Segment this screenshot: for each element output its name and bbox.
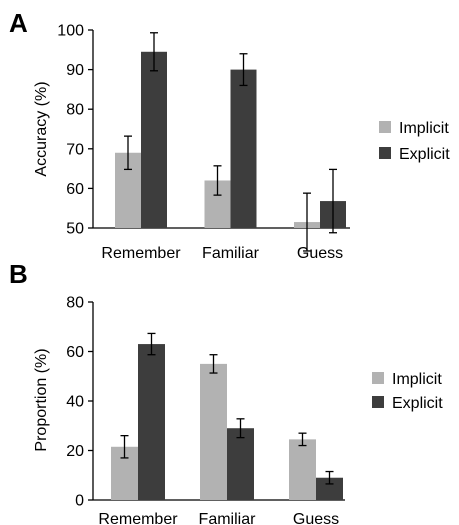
panel-b-bar-explicit xyxy=(227,428,254,500)
panel-a-ytick-label: 60 xyxy=(66,181,84,198)
panel-b-bar-implicit xyxy=(289,439,316,500)
panel-a-error-bar xyxy=(150,32,158,72)
panel-b-error-bar xyxy=(120,434,129,459)
panel-b-chart: B Proportion (%) 0 20 40 60 80 Remember Famili… xyxy=(9,259,443,525)
panel-a-letter: A xyxy=(9,8,28,38)
panel-b-category-label: Guess xyxy=(293,511,339,525)
panel-a-legend-swatch-implicit xyxy=(379,121,391,133)
panel-a-bar-explicit xyxy=(141,51,167,228)
panel-a-ytick-label: 100 xyxy=(57,23,84,40)
panel-b-bar-implicit xyxy=(200,363,227,500)
panel-a-ylabel: Accuracy (%) xyxy=(33,81,50,176)
panel-a-category-label: Guess xyxy=(297,245,343,262)
panel-a-chart: A Accuracy (%) 50 60 70 80 90 100 Remember Fami… xyxy=(9,8,450,262)
panel-b-letter: B xyxy=(9,259,28,289)
panel-a-legend-label-explicit: Explicit xyxy=(399,146,450,163)
panel-b-error-bar xyxy=(298,432,307,447)
panel-b-ytick-label: 20 xyxy=(66,443,84,460)
panel-a-category-label: Familiar xyxy=(202,245,260,262)
panel-a-category-label: Remember xyxy=(101,245,181,262)
panel-b-ytick-label: 40 xyxy=(66,394,84,411)
panel-a-ytick-label: 50 xyxy=(66,221,84,238)
panel-a-error-bar xyxy=(303,192,311,252)
panel-b-legend-swatch-explicit xyxy=(372,396,384,408)
panel-b-error-bar xyxy=(147,332,156,356)
panel-b-bar-explicit xyxy=(316,477,343,500)
panel-b-bar-explicit xyxy=(138,344,165,500)
panel-a-ytick-label: 80 xyxy=(66,102,84,119)
panel-a-legend-label-implicit: Implicit xyxy=(399,120,449,137)
panel-b-error-bar xyxy=(325,470,334,485)
panel-b-category-label: Familiar xyxy=(199,511,257,525)
panel-b-error-bar xyxy=(209,354,218,374)
panel-b-ytick-label: 0 xyxy=(75,493,84,510)
panel-b-category-label: Remember xyxy=(98,511,178,525)
panel-a-bar-explicit xyxy=(230,69,257,228)
panel-b-legend-label-implicit: Implicit xyxy=(392,371,442,388)
panel-a-error-bar xyxy=(213,165,222,196)
panel-b-ytick-label: 80 xyxy=(66,295,84,312)
panel-b-legend-swatch-implicit xyxy=(372,372,384,384)
panel-b-legend-label-explicit: Explicit xyxy=(392,395,443,412)
panel-b-error-bar xyxy=(236,418,245,439)
panel-a-error-bar xyxy=(124,135,132,171)
panel-b-ylabel: Proportion (%) xyxy=(33,348,50,451)
panel-a-legend-swatch-explicit xyxy=(379,147,391,159)
panel-a-error-bar xyxy=(239,53,248,87)
panel-b-ytick-label: 60 xyxy=(66,344,84,361)
panel-a-ytick-label: 90 xyxy=(66,62,84,79)
panel-a-ytick-label: 70 xyxy=(66,141,84,158)
panel-a-error-bar xyxy=(329,168,337,234)
